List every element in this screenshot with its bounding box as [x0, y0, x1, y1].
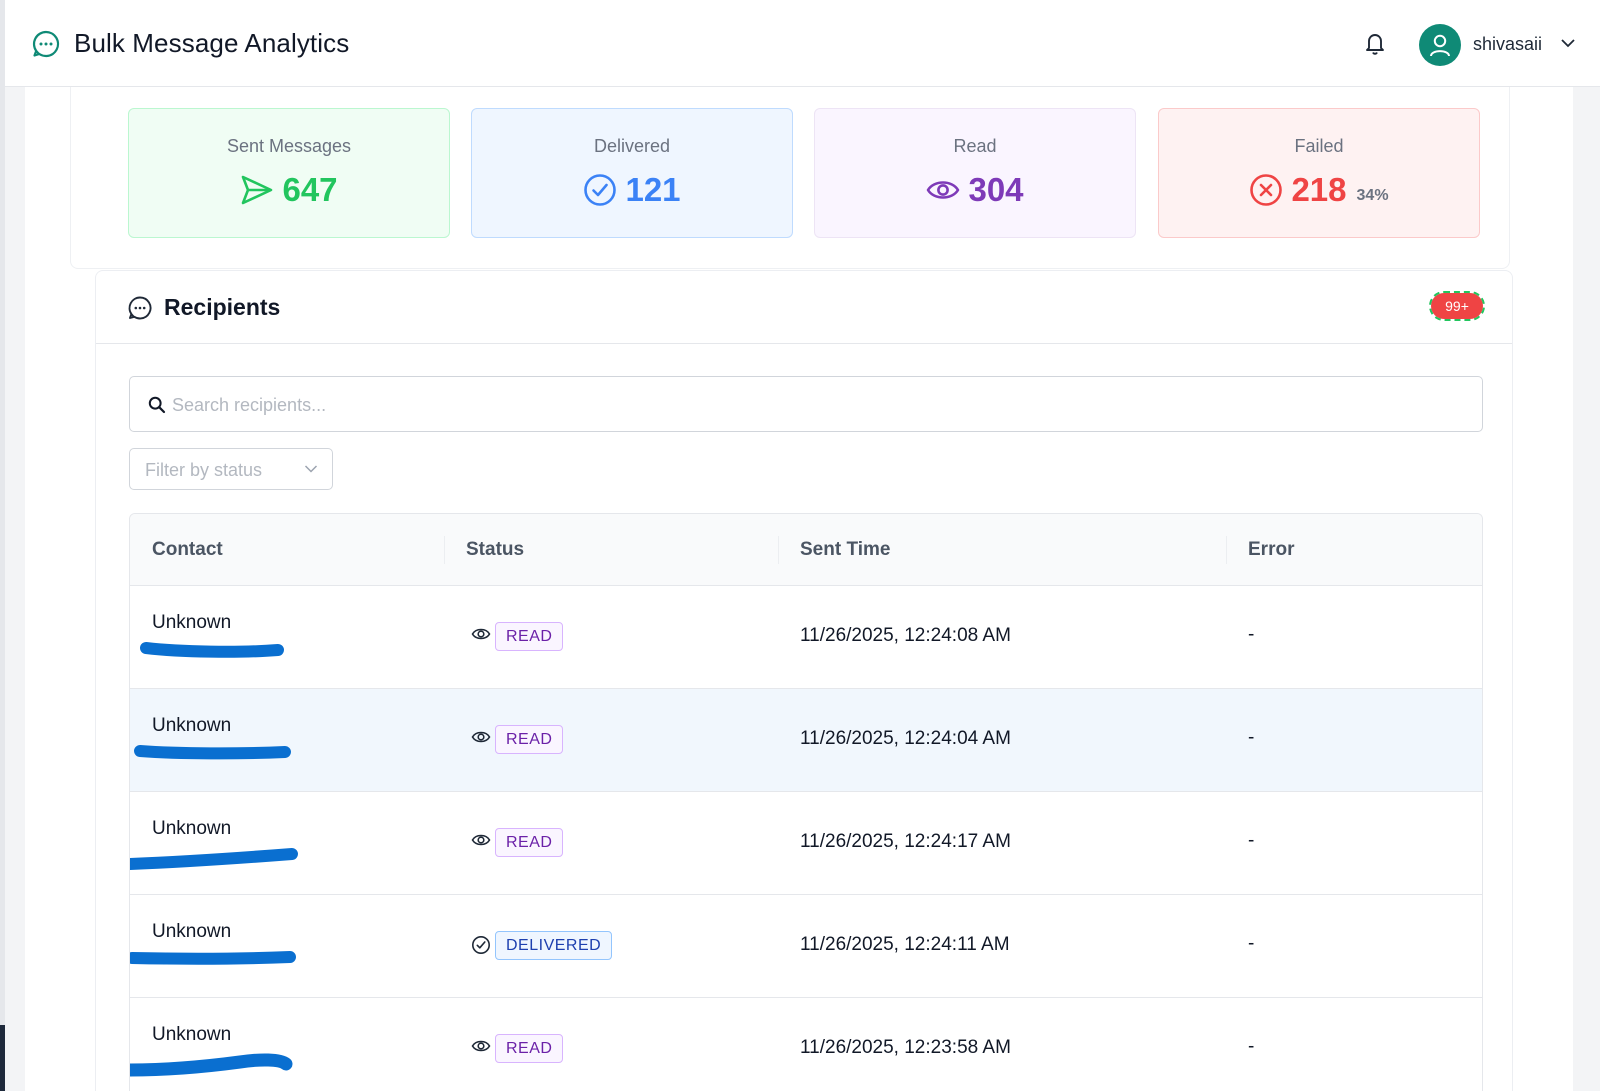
top-header: Bulk Message Analytics shivasaii — [5, 0, 1600, 87]
column-divider — [778, 536, 779, 564]
bell-icon[interactable] — [1363, 30, 1387, 56]
column-divider — [444, 536, 445, 564]
stat-label: Sent Messages — [226, 136, 352, 156]
stat-card-read: Read 304 — [814, 108, 1136, 238]
column-divider — [1226, 536, 1227, 564]
column-header-status[interactable]: Status — [466, 539, 525, 560]
stat-label: Failed — [1294, 136, 1344, 156]
username[interactable]: shivasaii — [1473, 34, 1543, 54]
sent-time: 11/26/2025, 12:24:17 AM — [800, 831, 1011, 852]
sent-time: 11/26/2025, 12:24:11 AM — [800, 934, 1010, 955]
stat-label: Delivered — [593, 136, 671, 156]
table-row[interactable]: Unknown DELIVERED 11/26/2025, 12:24:11 A… — [130, 895, 1482, 998]
table-row[interactable]: Unknown READ 11/26/2025, 12:24:17 AM - — [130, 792, 1482, 895]
stat-card-sent: Sent Messages 647 — [128, 108, 450, 238]
eye-icon — [471, 1040, 491, 1052]
send-icon — [242, 175, 273, 205]
contact-name: Unknown — [152, 921, 232, 942]
stat-percent: 34% — [1356, 187, 1389, 204]
filter-placeholder: Filter by status — [145, 460, 263, 480]
contact-name: Unknown — [152, 1024, 232, 1045]
table-row[interactable]: Unknown READ 11/26/2025, 12:24:08 AM - — [130, 586, 1482, 689]
status-badge: DELIVERED — [495, 931, 613, 960]
eye-icon — [471, 628, 491, 640]
table-row[interactable]: Unknown READ 11/26/2025, 12:23:58 AM - — [130, 998, 1482, 1091]
recipients-header: Recipients 99+ — [96, 271, 1512, 344]
count-badge: 99+ — [1429, 291, 1485, 321]
recipients-table: Contact Status Sent Time Error Unknown R… — [129, 513, 1483, 1091]
chat-icon — [128, 296, 152, 320]
redaction-scribble — [130, 1053, 293, 1077]
window-edge-dark — [0, 1025, 5, 1091]
status-badge: READ — [495, 828, 564, 857]
eye-icon — [471, 834, 491, 846]
stat-card-failed: Failed 218 34% — [1158, 108, 1480, 238]
column-header-contact[interactable]: Contact — [152, 539, 223, 560]
status-filter-select[interactable]: Filter by status — [129, 448, 333, 490]
stat-value: 647 — [282, 171, 338, 208]
redaction-scribble — [134, 745, 291, 760]
sent-time: 11/26/2025, 12:23:58 AM — [800, 1037, 1011, 1058]
status-badge: READ — [495, 725, 564, 754]
eye-icon — [927, 181, 960, 199]
status-badge: READ — [495, 1034, 564, 1063]
stat-card-delivered: Delivered 121 — [471, 108, 793, 238]
chat-icon — [32, 30, 60, 58]
recipients-title: Recipients — [164, 294, 281, 320]
stat-value: 304 — [968, 171, 1024, 208]
sent-time: 11/26/2025, 12:24:08 AM — [800, 625, 1011, 646]
search-icon — [148, 396, 166, 414]
contact-name: Unknown — [152, 818, 232, 839]
stat-value: 218 — [1291, 171, 1347, 208]
search-input[interactable] — [172, 391, 1452, 419]
recipients-panel: Recipients 99+ Filter by status Contact … — [95, 270, 1513, 1091]
x-circle-icon — [1250, 174, 1283, 206]
sent-time: 11/26/2025, 12:24:04 AM — [800, 728, 1011, 749]
chevron-down-icon — [304, 465, 318, 473]
column-header-error[interactable]: Error — [1248, 539, 1295, 560]
redaction-scribble — [130, 848, 298, 870]
chevron-down-icon[interactable] — [1560, 37, 1576, 49]
stat-label: Read — [953, 136, 997, 156]
status-badge: READ — [495, 622, 564, 651]
app-title: Bulk Message Analytics — [74, 28, 350, 58]
eye-icon — [471, 731, 491, 743]
redaction-scribble — [130, 951, 296, 965]
check-circle-icon — [472, 936, 490, 954]
stat-value: 121 — [625, 171, 681, 208]
error-cell: - — [1248, 727, 1255, 748]
check-circle-icon — [584, 174, 617, 206]
redaction-scribble — [140, 642, 284, 658]
error-cell: - — [1248, 830, 1255, 851]
contact-name: Unknown — [152, 715, 232, 736]
window-edge — [0, 0, 5, 1091]
column-header-sent-time[interactable]: Sent Time — [800, 539, 891, 560]
table-header: Contact Status Sent Time Error — [130, 514, 1482, 586]
avatar[interactable] — [1419, 24, 1461, 66]
error-cell: - — [1248, 624, 1255, 645]
error-cell: - — [1248, 1036, 1255, 1057]
table-row[interactable]: Unknown READ 11/26/2025, 12:24:04 AM - — [130, 689, 1482, 792]
search-box[interactable] — [129, 376, 1483, 432]
contact-name: Unknown — [152, 612, 232, 633]
error-cell: - — [1248, 933, 1255, 954]
user-icon — [1430, 34, 1450, 57]
